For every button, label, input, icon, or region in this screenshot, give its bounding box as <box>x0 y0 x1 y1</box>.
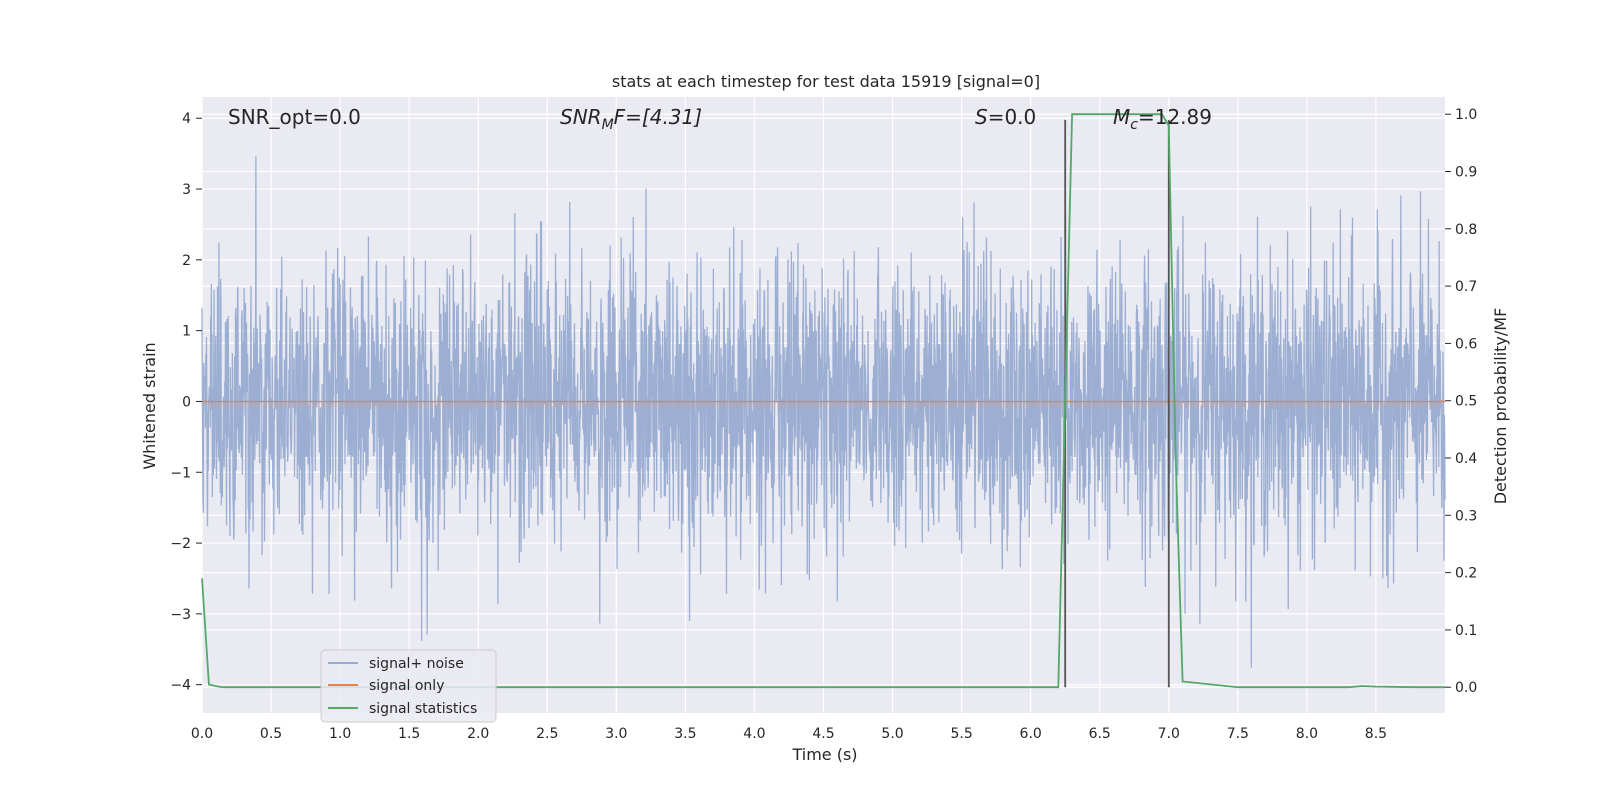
y2-axis-label: Detection probability/MF <box>1491 308 1510 505</box>
y2-tick-label: 1.0 <box>1455 107 1477 123</box>
x-tick-label: 2.0 <box>467 726 489 742</box>
x-tick-label: 7.5 <box>1227 726 1249 742</box>
y2-tick-label: 0.2 <box>1455 566 1477 582</box>
x-tick-label: 5.5 <box>950 726 972 742</box>
x-tick-label: 1.5 <box>398 726 420 742</box>
y2-tick-label: 0.1 <box>1455 623 1477 639</box>
y-tick-label: 2 <box>182 253 191 269</box>
series-signal-noise <box>201 156 1446 668</box>
legend: signal+ noise signal only signal statist… <box>320 649 497 723</box>
tick-labels: 0.0 0.5 1.0 1.5 2.0 2.5 3.0 3.5 4.0 4.5 5.0 5.5 6.0 6… <box>170 107 1477 742</box>
y2-tick-label: 0.3 <box>1455 508 1477 524</box>
legend-label-signal-statistics: signal statistics <box>369 701 477 717</box>
series-signal-statistics <box>201 113 1445 689</box>
y2-tick-label: 0.8 <box>1455 222 1477 238</box>
y-axis-label: Whitened strain <box>140 342 159 469</box>
x-tick-label: 5.0 <box>881 726 903 742</box>
x-tick-label: 4.5 <box>812 726 834 742</box>
y2-tick-label: 0.9 <box>1455 164 1477 180</box>
chart-title: stats at each timestep for test data 159… <box>612 72 1040 91</box>
y2-tick-label: 0.4 <box>1455 451 1477 467</box>
legend-label-signal-noise: signal+ noise <box>369 656 464 672</box>
y-tick-label: −4 <box>170 678 191 694</box>
annotation-snr-opt: SNR_opt=0.0 <box>228 105 361 129</box>
x-tick-label: 8.0 <box>1296 726 1318 742</box>
x-tick-label: 8.5 <box>1365 726 1387 742</box>
y-tick-label: 4 <box>182 111 191 127</box>
x-tick-label: 7.0 <box>1158 726 1180 742</box>
x-tick-label: 6.0 <box>1020 726 1042 742</box>
x-tick-label: 3.0 <box>605 726 627 742</box>
y-tick-label: 0 <box>182 394 191 410</box>
y2-tick-label: 0.0 <box>1455 680 1477 696</box>
legend-label-signal-only: signal only <box>369 678 444 694</box>
y-tick-label: −1 <box>170 465 191 481</box>
x-tick-label: 1.0 <box>329 726 351 742</box>
x-tick-label: 4.0 <box>743 726 765 742</box>
y-tick-label: −3 <box>170 607 191 623</box>
y-tick-label: −2 <box>170 536 191 552</box>
annotation-s-stat: S=0.0 <box>975 105 1036 129</box>
x-tick-label: 0.0 <box>191 726 213 742</box>
y2-tick-label: 0.7 <box>1455 279 1477 295</box>
annotation-chirp-mass: Mc=12.89 <box>1113 105 1212 133</box>
y2-tick-label: 0.6 <box>1455 336 1477 352</box>
y2-tick-label: 0.5 <box>1455 394 1477 410</box>
x-tick-label: 0.5 <box>260 726 282 742</box>
x-tick-label: 6.5 <box>1089 726 1111 742</box>
y-tick-label: 1 <box>182 324 191 340</box>
x-axis-label: Time (s) <box>791 745 857 764</box>
y-tick-label: 3 <box>182 182 191 198</box>
data-layer <box>201 113 1446 689</box>
x-tick-label: 3.5 <box>674 726 696 742</box>
x-tick-label: 2.5 <box>536 726 558 742</box>
annotation-snr-mf: SNRMF=[4.31] <box>560 105 702 133</box>
